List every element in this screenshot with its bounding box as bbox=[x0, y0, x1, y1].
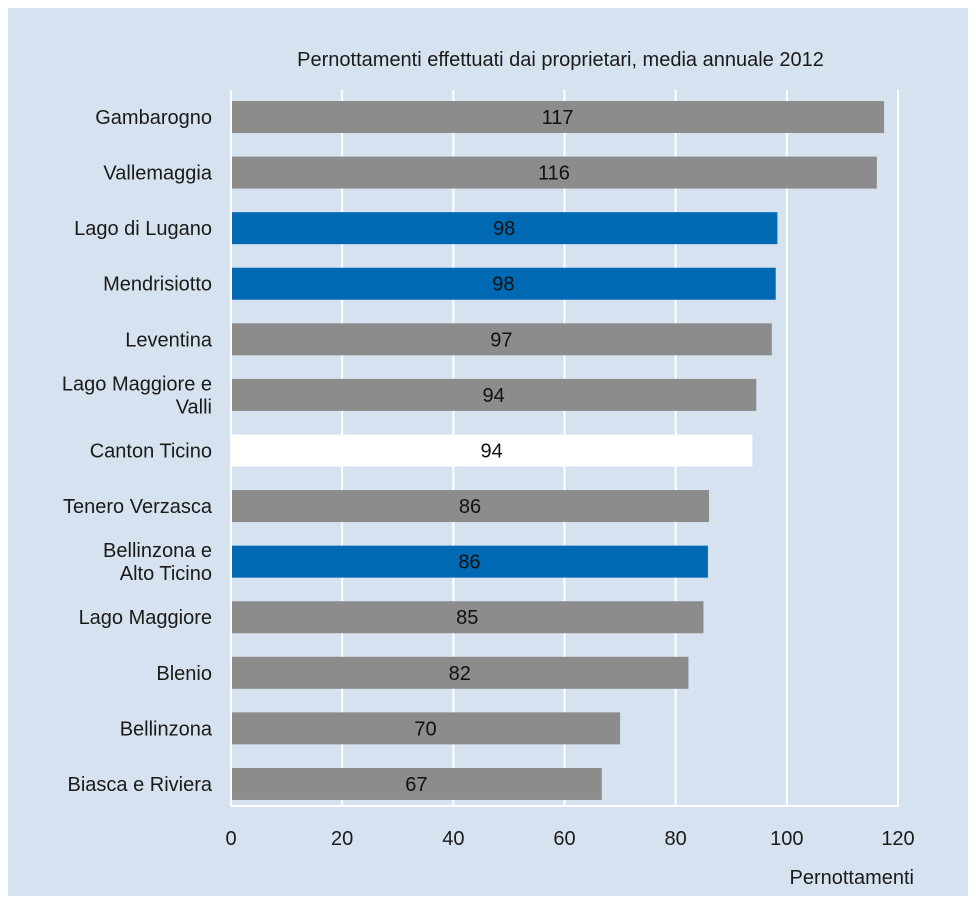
value-label-6: 94 bbox=[481, 440, 503, 462]
category-label-9: Lago Maggiore bbox=[79, 607, 212, 629]
value-label-3: 98 bbox=[492, 274, 514, 296]
value-label-0: 117 bbox=[542, 107, 574, 129]
bar-2 bbox=[231, 212, 778, 245]
category-label-5: Lago Maggiore e Valli bbox=[62, 373, 212, 418]
value-label-2: 98 bbox=[493, 218, 515, 240]
x-axis: 0 20 40 60 80 100 120 bbox=[225, 90, 915, 850]
category-label-line: Gambarogno bbox=[95, 107, 212, 129]
category-label-line: Lago di Lugano bbox=[74, 218, 212, 240]
category-label-line: Alto Ticino bbox=[120, 563, 212, 585]
category-label-11: Bellinzona bbox=[120, 718, 213, 740]
x-tick-label-0: 0 bbox=[225, 828, 236, 850]
bars bbox=[231, 101, 885, 800]
value-label-11: 70 bbox=[414, 718, 436, 740]
category-label-line: Bellinzona e bbox=[103, 540, 212, 562]
x-tick-label-60: 60 bbox=[553, 828, 575, 850]
value-label-4: 97 bbox=[490, 329, 512, 351]
bar-1 bbox=[231, 156, 877, 189]
bar-4 bbox=[231, 323, 772, 356]
bar-12 bbox=[231, 767, 602, 800]
value-label-7: 86 bbox=[459, 496, 481, 518]
value-label-10: 82 bbox=[449, 663, 471, 685]
bar-9 bbox=[231, 601, 704, 634]
x-axis-label: Pernottamenti bbox=[789, 867, 914, 889]
category-label-6: Canton Ticino bbox=[90, 440, 212, 462]
bar-7 bbox=[231, 490, 710, 523]
category-label-line: Bellinzona bbox=[120, 718, 213, 740]
value-label-1: 116 bbox=[538, 163, 570, 185]
category-label-line: Mendrisiotto bbox=[103, 274, 212, 296]
bar-chart: Pernottamenti effettuati dai proprietari… bbox=[62, 49, 915, 889]
category-label-1: Vallemaggia bbox=[103, 163, 212, 185]
category-label-8: Bellinzona e Alto Ticino bbox=[103, 540, 212, 585]
category-label-line: Leventina bbox=[125, 329, 213, 351]
category-label-3: Mendrisiotto bbox=[103, 274, 212, 296]
bar-3 bbox=[231, 267, 776, 300]
chart-frame: Pernottamenti effettuati dai proprietari… bbox=[8, 8, 968, 896]
category-label-10: Blenio bbox=[156, 663, 212, 685]
category-label-2: Lago di Lugano bbox=[74, 218, 212, 240]
bar-5 bbox=[231, 378, 757, 411]
category-label-line: Lago Maggiore e bbox=[62, 373, 212, 395]
value-label-8: 86 bbox=[458, 552, 480, 574]
bar-11 bbox=[231, 712, 621, 745]
bar-0 bbox=[231, 101, 885, 133]
x-tick-label-100: 100 bbox=[770, 828, 803, 850]
category-label-line: Valli bbox=[176, 396, 212, 418]
x-tick-label-40: 40 bbox=[442, 828, 464, 850]
category-label-12: Biasca e Riviera bbox=[67, 774, 212, 796]
category-label-line: Canton Ticino bbox=[90, 440, 212, 462]
bar-10 bbox=[231, 656, 689, 689]
category-label-0: Gambarogno bbox=[95, 107, 212, 129]
category-label-line: Tenero Verzasca bbox=[63, 496, 213, 518]
category-label-4: Leventina bbox=[125, 329, 213, 351]
value-labels: 117 116 98 98 97 94 94 86 86 85 82 70 67 bbox=[405, 107, 573, 796]
x-tick-label-120: 120 bbox=[881, 828, 914, 850]
category-label-line: Biasca e Riviera bbox=[67, 774, 212, 796]
value-label-12: 67 bbox=[405, 774, 427, 796]
bar-8 bbox=[231, 545, 708, 578]
chart-title: Pernottamenti effettuati dai proprietari… bbox=[297, 49, 824, 71]
category-label-line: Vallemaggia bbox=[103, 163, 212, 185]
category-label-line: Lago Maggiore bbox=[79, 607, 212, 629]
x-tick-label-20: 20 bbox=[331, 828, 353, 850]
value-label-5: 94 bbox=[483, 385, 505, 407]
x-tick-label-80: 80 bbox=[665, 828, 687, 850]
category-label-7: Tenero Verzasca bbox=[63, 496, 213, 518]
category-labels: Gambarogno Vallemaggia Lago di Lugano Mendr… bbox=[62, 107, 213, 796]
bar-6 bbox=[231, 434, 753, 467]
category-label-line: Blenio bbox=[156, 663, 212, 685]
value-label-9: 85 bbox=[456, 607, 478, 629]
